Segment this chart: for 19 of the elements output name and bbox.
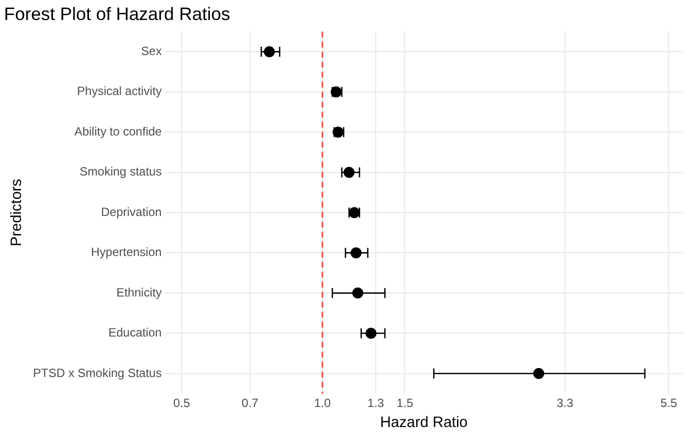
x-tick-label: 1.5: [396, 396, 414, 410]
chart-title: Forest Plot of Hazard Ratios: [4, 4, 230, 24]
y-axis-title: Predictors: [8, 178, 26, 246]
y-tick-label: PTSD x Smoking Status: [32, 366, 162, 380]
y-tick-label: Smoking status: [80, 164, 162, 179]
x-tick-label: 0.7: [242, 396, 259, 410]
y-tick-label: Physical activity: [77, 84, 162, 98]
x-tick-label: 0.5: [173, 396, 190, 410]
x-axis-title: Hazard Ratio: [380, 414, 468, 432]
y-tick-label: Sex: [141, 44, 162, 58]
y-tick-label: Ability to confide: [74, 124, 162, 138]
x-tick-label: 1.0: [314, 396, 332, 410]
y-tick-label: Ethnicity: [116, 285, 162, 300]
x-tick-label: 5.5: [660, 396, 678, 410]
y-tick-label: Deprivation: [101, 204, 162, 219]
y-tick-label: Hypertension: [90, 245, 162, 260]
y-tick-label: Education: [108, 326, 162, 340]
x-tick-label: 1.3: [367, 396, 384, 410]
x-tick-label: 3.3: [556, 396, 574, 410]
